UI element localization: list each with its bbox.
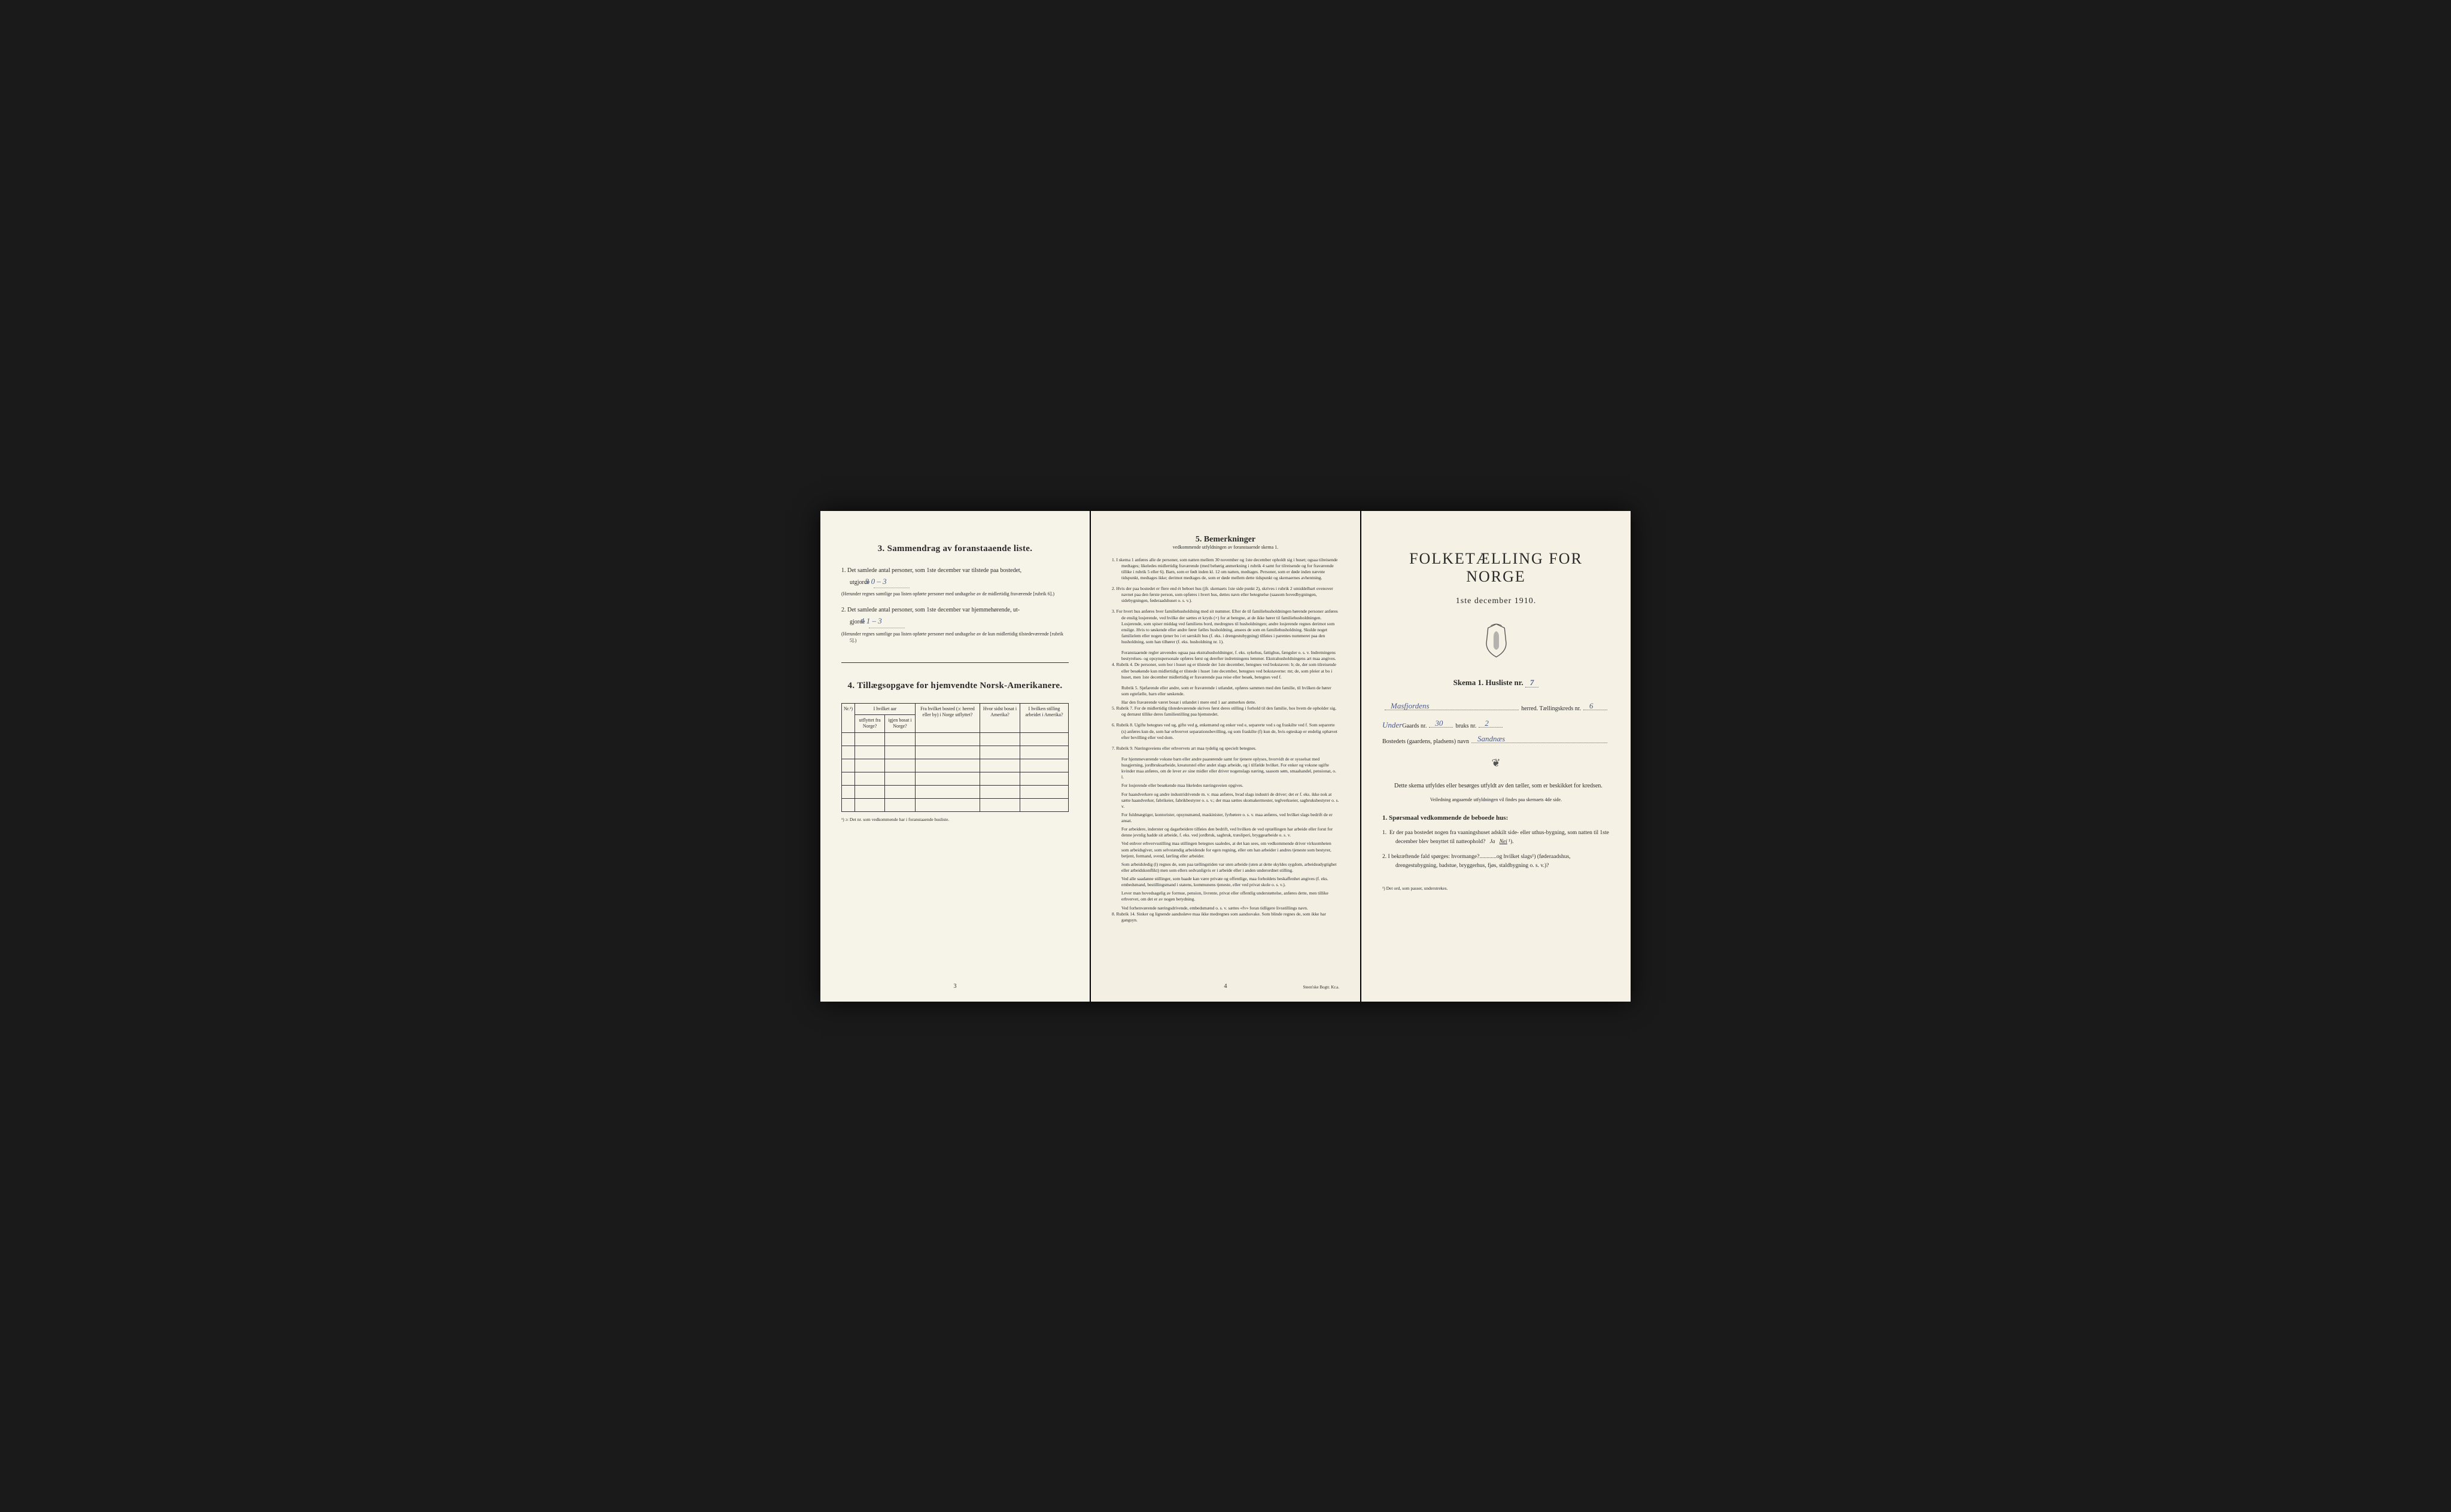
panel-page-3: 3. Sammendrag av foranstaaende liste. 1.… (820, 511, 1090, 1002)
item2-note: (Herunder regnes samtlige paa listen opf… (850, 631, 1069, 644)
remark-paragraph: For hjemmeværende voksne barn eller andr… (1112, 756, 1339, 781)
q1-answer: Nei (1500, 839, 1507, 845)
table-row (842, 746, 1069, 759)
table-row (842, 798, 1069, 811)
item2-handwritten-value: 4 1 – 3 (860, 616, 882, 625)
remark-item: 6. Rubrik 8. Ugifte betegnes ved ug, gif… (1112, 722, 1339, 740)
table-footnote: ¹) ɔ: Det nr. som vedkommende har i fora… (841, 817, 1069, 822)
col-fra-bosted: Fra hvilket bosted (ɔ: herred eller by) … (915, 703, 980, 732)
herred-value: Masfjordens (1391, 701, 1430, 711)
question-2: 2. I bekræftende fald spørges: hvormange… (1382, 853, 1610, 871)
col-igjen: igjen bosat i Norge? (885, 715, 916, 733)
remark-paragraph: For haandverkere og andre industridriven… (1112, 792, 1339, 810)
table-row (842, 785, 1069, 798)
remark-paragraph: Lever man hovedsagelig av formue, pensio… (1112, 890, 1339, 902)
item1-handwritten-value: 3 0 – 3 (865, 577, 887, 586)
census-date: 1ste december 1910. (1382, 597, 1610, 606)
ornament-divider: ❦ (1382, 757, 1610, 769)
remark-item: 3. For hvert hus anføres hver familiehus… (1112, 609, 1339, 645)
gaard-value: 30 (1435, 719, 1443, 728)
col-year-group: I hvilket aar (855, 703, 916, 714)
american-table-body (842, 732, 1069, 811)
remark-paragraph: Foranstaaende regler anvendes ogsaa paa … (1112, 650, 1339, 662)
panel-page-1: FOLKETÆLLING FOR NORGE 1ste december 191… (1361, 511, 1631, 1002)
col-nr: Nr.¹) (842, 703, 855, 732)
section-divider (841, 662, 1069, 663)
gaard-prefix: Under (1382, 720, 1402, 730)
remark-paragraph: For fuldmægtiger, kontorister, opsynsmæn… (1112, 812, 1339, 824)
question-1: 1. Er der paa bostedet nogen fra vaaning… (1382, 829, 1610, 847)
section-3-heading: 3. Sammendrag av foranstaaende liste. (841, 544, 1069, 554)
col-utflyttet: utflyttet fra Norge? (855, 715, 885, 733)
printer-credit: Steen'ske Bogtr. Kr.a. (1303, 985, 1339, 990)
remarks-list: 1. I skema 1 anføres alle de personer, s… (1112, 557, 1339, 923)
section-4-heading: 4. Tillægsopgave for hjemvendte Norsk-Am… (841, 681, 1069, 691)
remark-item: 4. Rubrik 4. De personer, som bor i huse… (1112, 662, 1339, 680)
remark-item: 7. Rubrik 9. Næringsveiens eller erhverv… (1112, 746, 1339, 752)
table-row (842, 732, 1069, 746)
remark-item: 2. Hvis der paa bostedet er flere end ét… (1112, 586, 1339, 604)
remark-item: 8. Rubrik 14. Sinker og lignende aandssl… (1112, 911, 1339, 923)
kreds-value: 6 (1589, 701, 1594, 711)
remarks-subtitle: vedkommende utfyldningen av foranstaaend… (1112, 544, 1339, 550)
american-table: Nr.¹) I hvilket aar Fra hvilket bosted (… (841, 703, 1069, 812)
summary-item-1: 1. Det samlede antal personer, som 1ste … (841, 566, 1069, 598)
remark-paragraph: Ved enhver erhvervsstilling maa stilling… (1112, 841, 1339, 859)
gaard-label: Gaards nr. (1402, 723, 1427, 729)
item1-pretext: 1. Det samlede antal personer, som 1ste … (841, 567, 1021, 574)
remark-paragraph: Rubrik 5. Sjøfarende eller andre, som er… (1112, 685, 1339, 697)
col-stilling: I hvilken stilling arbeidet i Amerika? (1020, 703, 1069, 732)
filling-instruction: Dette skema utfyldes eller besørges utfy… (1382, 781, 1610, 791)
remark-paragraph: For losjerende eller besøkende maa likel… (1112, 783, 1339, 789)
crest-icon (1480, 621, 1513, 660)
col-hvor-sidst: Hvor sidst bosat i Amerika? (980, 703, 1020, 732)
filling-instruction-small: Veiledning angaaende utfyldningen vil fi… (1382, 797, 1610, 802)
husliste-nr: 7 (1525, 678, 1539, 687)
remark-item: 1. I skema 1 anføres alle de personer, s… (1112, 557, 1339, 582)
remark-paragraph: For arbeidere, inderster og dagarbeidere… (1112, 826, 1339, 838)
bruk-value: 2 (1485, 719, 1489, 728)
document-triptych: 3. Sammendrag av foranstaaende liste. 1.… (820, 511, 1631, 1002)
american-table-container: Nr.¹) I hvilket aar Fra hvilket bosted (… (841, 703, 1069, 822)
bosted-label: Bostedets (gaardens, pladsens) navn (1382, 738, 1469, 745)
remark-paragraph: Ved alle saadanne stillinger, som baade … (1112, 876, 1339, 888)
summary-item-2: 2. Det samlede antal personer, som 1ste … (841, 606, 1069, 644)
census-main-title: FOLKETÆLLING FOR NORGE (1382, 550, 1610, 586)
skema-label: Skema 1. Husliste nr. (1453, 678, 1523, 687)
questions-heading: 1. Spørsmaal vedkommende de beboede hus: (1382, 814, 1610, 822)
remarks-title-text: Bemerkninger (1204, 535, 1255, 544)
section-3-title: Sammendrag av foranstaaende liste. (887, 544, 1033, 553)
table-row (842, 759, 1069, 772)
page-number-3: 3 (954, 983, 957, 990)
bosted-value: Sandnæs (1477, 734, 1505, 744)
herred-line: Masfjordens herred. Tællingskreds nr. 6 (1382, 705, 1610, 712)
right-footnote: ¹) Det ord, som passer, understrekes. (1382, 886, 1610, 891)
gaard-line: Under Gaards nr. 30 bruks nr. 2 (1382, 720, 1610, 730)
remarks-num: 5. (1196, 535, 1202, 544)
skema-line: Skema 1. Husliste nr. 7 (1382, 678, 1610, 687)
norway-crest (1382, 621, 1610, 663)
section-4-num: 4. (848, 681, 855, 690)
item2-pretext: 2. Det samlede antal personer, som 1ste … (841, 607, 1020, 613)
bosted-line: Bostedets (gaardens, pladsens) navn Sand… (1382, 738, 1610, 745)
remark-paragraph: Som arbeidsledig (l) regnes de, som paa … (1112, 862, 1339, 874)
remark-paragraph: Har den fraværende været bosat i utlande… (1112, 699, 1339, 705)
remark-paragraph: Ved forhenværende næringsdrivende, embed… (1112, 905, 1339, 911)
remarks-heading: 5. Bemerkninger (1112, 535, 1339, 544)
panel-page-4: 5. Bemerkninger vedkommende utfyldningen… (1091, 511, 1360, 1002)
remark-item: 5. Rubrik 7. For de midlertidig tilstede… (1112, 705, 1339, 717)
section-4-title: Tillægsopgave for hjemvendte Norsk-Ameri… (857, 681, 1062, 690)
page-number-4: 4 (1224, 983, 1227, 990)
section-3-num: 3. (878, 544, 885, 553)
bruk-label: bruks nr. (1455, 723, 1476, 729)
herred-label: herred. Tællingskreds nr. (1521, 705, 1581, 712)
table-row (842, 772, 1069, 785)
item1-note: (Herunder regnes samtlige paa listen opf… (850, 591, 1069, 597)
